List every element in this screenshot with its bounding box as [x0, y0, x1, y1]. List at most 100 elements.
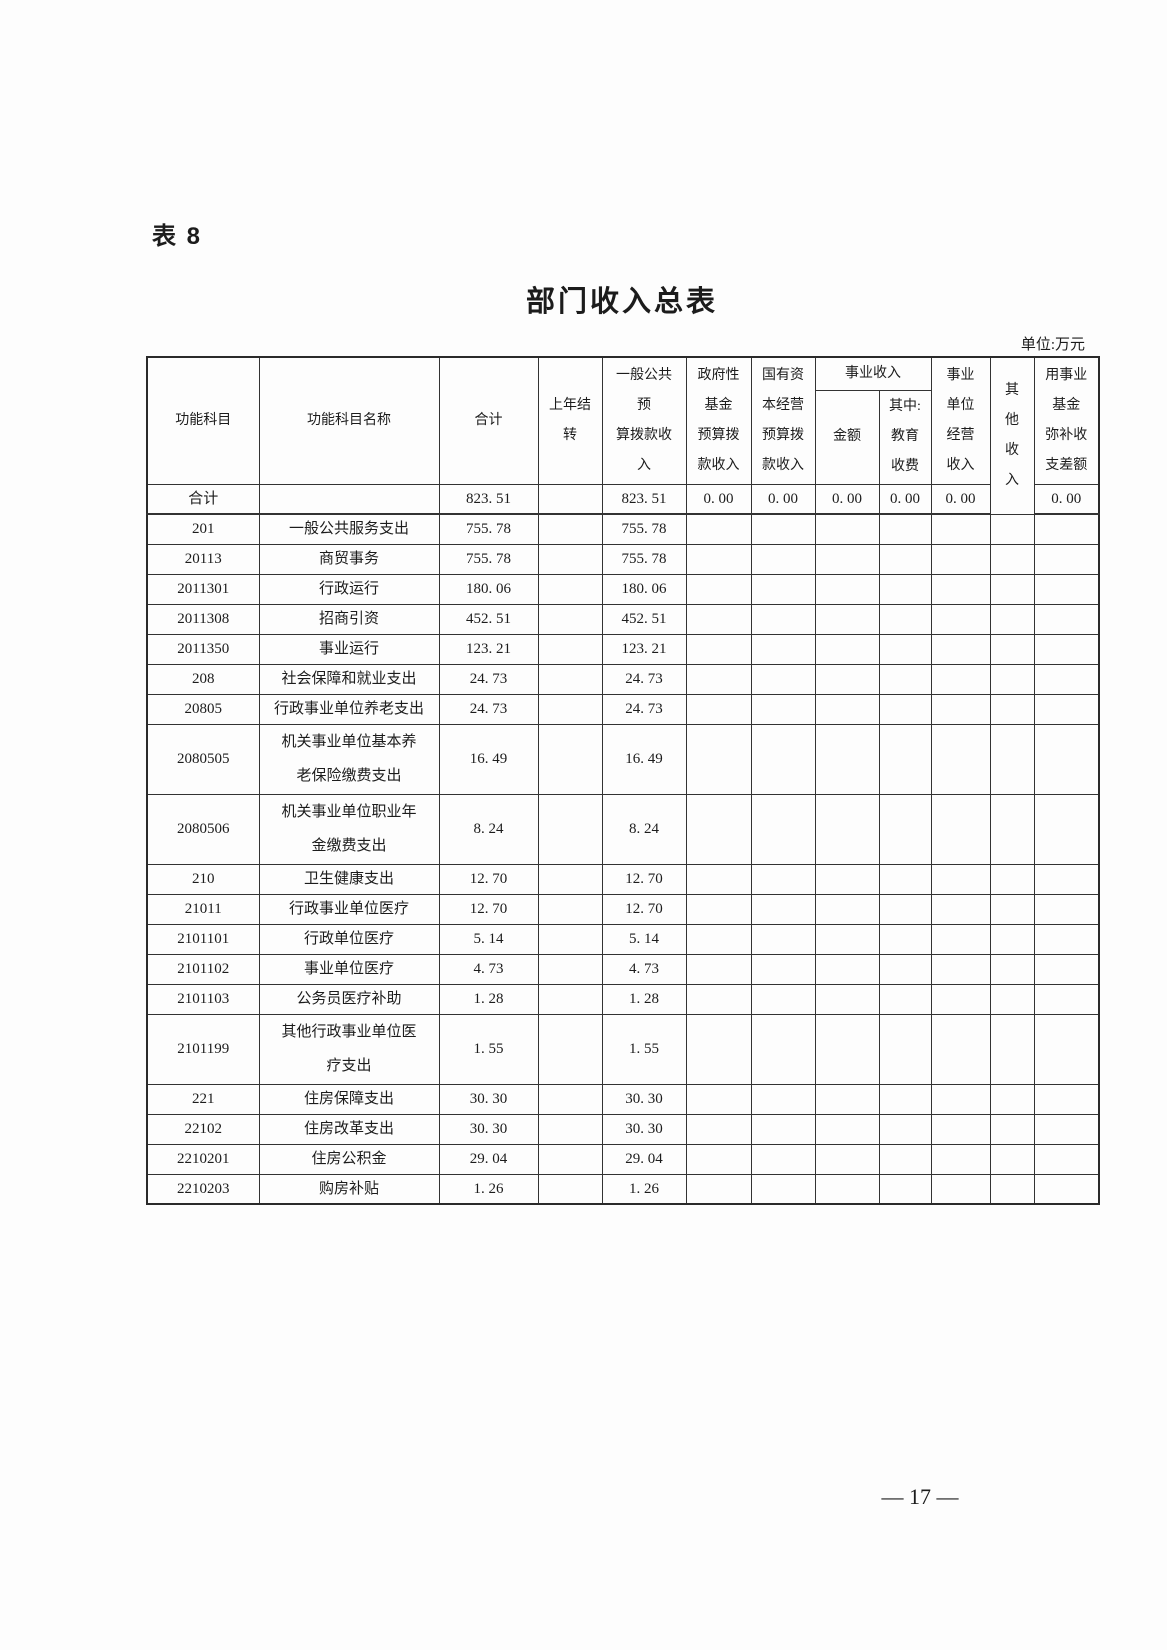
value-cell: [930, 793, 991, 865]
value-cell: 452. 51: [438, 603, 539, 635]
value-cell: [878, 543, 932, 575]
value-cell: [685, 543, 752, 575]
value-cell: 0. 00: [878, 483, 932, 515]
table-row: 2210201 住房公积金 29. 04 29. 04: [146, 1143, 1100, 1175]
subject-name-cell: 机关事业单位基本养 老保险缴费支出: [258, 723, 440, 795]
value-cell: [537, 663, 603, 695]
col-header-other-income: 其 他 收 入: [989, 356, 1035, 515]
value-cell: [685, 513, 752, 545]
value-cell: [537, 483, 603, 515]
value-cell: [930, 633, 991, 665]
value-cell: [814, 663, 880, 695]
subject-name-cell: 其他行政事业单位医 疗支出: [258, 1013, 440, 1085]
value-cell: [1033, 633, 1100, 665]
subject-code-cell: 2011308: [146, 603, 260, 635]
value-cell: [750, 573, 816, 605]
subject-name-cell: 卫生健康支出: [258, 863, 440, 895]
value-cell: [930, 1013, 991, 1085]
value-cell: [989, 543, 1035, 575]
value-cell: [1033, 863, 1100, 895]
value-cell: [1033, 573, 1100, 605]
value-cell: [685, 1083, 752, 1115]
value-cell: [685, 723, 752, 795]
value-cell: [750, 1173, 816, 1205]
value-cell: 0. 00: [685, 483, 752, 515]
value-cell: [878, 573, 932, 605]
value-cell: [989, 723, 1035, 795]
value-cell: [878, 723, 932, 795]
value-cell: [989, 1083, 1035, 1115]
value-cell: [750, 663, 816, 695]
page-number: — 17 —: [881, 1484, 959, 1509]
value-cell: [685, 1173, 752, 1205]
value-cell: [685, 793, 752, 865]
value-cell: [1033, 543, 1100, 575]
subject-code-cell: 22102: [146, 1113, 260, 1145]
col-header-subject-name: 功能科目名称: [258, 356, 440, 485]
value-cell: 4. 73: [438, 953, 539, 985]
value-cell: [1033, 723, 1100, 795]
value-cell: [814, 953, 880, 985]
value-cell: 16. 49: [438, 723, 539, 795]
subject-code-cell: 21011: [146, 893, 260, 925]
value-cell: [685, 603, 752, 635]
value-cell: 12. 70: [438, 893, 539, 925]
subject-name-cell: 一般公共服务支出: [258, 513, 440, 545]
value-cell: [878, 663, 932, 695]
subject-code-cell: 2101101: [146, 923, 260, 955]
value-cell: 1. 28: [438, 983, 539, 1015]
value-cell: [930, 893, 991, 925]
table-row: 2080506 机关事业单位职业年 金缴费支出 8. 24 8. 24: [146, 793, 1100, 865]
value-cell: 5. 14: [438, 923, 539, 955]
value-cell: 0. 00: [1033, 483, 1100, 515]
subject-code-cell: 2080505: [146, 723, 260, 795]
value-cell: [989, 1113, 1035, 1145]
table-row: 2101102 事业单位医疗 4. 73 4. 73: [146, 953, 1100, 985]
value-cell: [930, 723, 991, 795]
value-cell: [989, 893, 1035, 925]
value-cell: [685, 1013, 752, 1085]
value-cell: [685, 983, 752, 1015]
value-cell: [989, 513, 1035, 545]
value-cell: [930, 923, 991, 955]
value-cell: [750, 543, 816, 575]
table-row: 208 社会保障和就业支出 24. 73 24. 73: [146, 663, 1100, 695]
value-cell: 452. 51: [601, 603, 687, 635]
value-cell: [814, 513, 880, 545]
table-body: 功能科目 功能科目名称 合计 上年结 转 一般公共 预 算拨款收 入 政府性 基…: [146, 356, 1100, 1205]
subject-name-cell: 购房补贴: [258, 1173, 440, 1205]
value-cell: 823. 51: [601, 483, 687, 515]
value-cell: [537, 1143, 603, 1175]
value-cell: [878, 923, 932, 955]
value-cell: 30. 30: [601, 1113, 687, 1145]
value-cell: [930, 573, 991, 605]
value-cell: [878, 633, 932, 665]
value-cell: 5. 14: [601, 923, 687, 955]
value-cell: 24. 73: [438, 693, 539, 725]
value-cell: 0. 00: [814, 483, 880, 515]
subject-code-cell: 2011350: [146, 633, 260, 665]
subject-code-cell: 20805: [146, 693, 260, 725]
value-cell: [989, 663, 1035, 695]
value-cell: [685, 923, 752, 955]
value-cell: [537, 1013, 603, 1085]
value-cell: [537, 893, 603, 925]
table-row: 20113 商贸事务 755. 78 755. 78: [146, 543, 1100, 575]
value-cell: 12. 70: [601, 893, 687, 925]
value-cell: 123. 21: [438, 633, 539, 665]
value-cell: [1033, 1173, 1100, 1205]
value-cell: 180. 06: [438, 573, 539, 605]
value-cell: [1033, 1113, 1100, 1145]
table-row: 2210203 购房补贴 1. 26 1. 26: [146, 1173, 1100, 1205]
value-cell: [814, 893, 880, 925]
value-cell: [814, 863, 880, 895]
value-cell: [930, 1143, 991, 1175]
value-cell: [814, 573, 880, 605]
table-row: 21011 行政事业单位医疗 12. 70 12. 70: [146, 893, 1100, 925]
value-cell: [1033, 793, 1100, 865]
table-row: 201 一般公共服务支出 755. 78 755. 78: [146, 513, 1100, 545]
value-cell: [878, 983, 932, 1015]
value-cell: [750, 633, 816, 665]
value-cell: [685, 1143, 752, 1175]
